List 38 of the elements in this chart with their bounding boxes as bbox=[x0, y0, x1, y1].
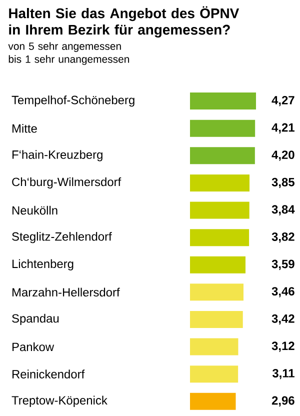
bar bbox=[190, 284, 244, 301]
bar bbox=[190, 202, 250, 219]
bar bbox=[190, 310, 243, 328]
bar bbox=[190, 366, 238, 383]
data-label: 3,84 bbox=[272, 205, 295, 216]
y-tick-label: Steglitz-Zehlendorf bbox=[12, 232, 112, 244]
y-tick-label: Reinickendorf bbox=[12, 370, 85, 378]
data-label: 3,12 bbox=[272, 342, 294, 352]
bar bbox=[190, 338, 238, 356]
bar bbox=[190, 174, 250, 192]
y-tick-label: Neukölln bbox=[12, 206, 58, 215]
y-tick-label: Treptow-Köpenick bbox=[12, 396, 108, 407]
y-tick-label: Spandau bbox=[12, 314, 59, 326]
text: von 5 sehr angemessen bis 1 sehr unangemessen bbox=[8, 42, 130, 65]
data-label: 4,27 bbox=[272, 96, 294, 106]
y-tick-label: Lichtenberg bbox=[12, 259, 74, 270]
bar bbox=[190, 120, 256, 137]
chart-title: Halten Sie das Angebot des ÖPNV in Ihrem Bezirk für angemessen? bbox=[9, 6, 240, 38]
y-tick-label: Ch‘burg-Wilmersdorf bbox=[12, 177, 122, 189]
y-tick-label: Tempelhof-Schöneberg bbox=[12, 95, 134, 107]
y-tick-label: F‘hain-Kreuzberg bbox=[12, 150, 102, 162]
y-tick-label: Mitte bbox=[12, 124, 37, 133]
data-label: 3,42 bbox=[272, 314, 294, 325]
bar bbox=[190, 392, 236, 410]
data-label: 3,11 bbox=[272, 368, 294, 380]
data-label: 4,20 bbox=[272, 150, 294, 161]
bar bbox=[190, 147, 255, 164]
data-label: 3,85 bbox=[272, 178, 294, 188]
bar bbox=[190, 92, 256, 110]
data-label: 2,96 bbox=[272, 396, 294, 406]
data-label: 3,46 bbox=[272, 287, 294, 298]
y-tick-label: Marzahn-Hellersdorf bbox=[12, 288, 120, 297]
data-label: 4,21 bbox=[272, 123, 294, 134]
bar bbox=[190, 229, 250, 246]
bar bbox=[190, 256, 246, 274]
data-label: 3,82 bbox=[272, 232, 294, 243]
data-label: 3,59 bbox=[272, 260, 294, 270]
y-tick-label: Pankow bbox=[12, 342, 54, 352]
